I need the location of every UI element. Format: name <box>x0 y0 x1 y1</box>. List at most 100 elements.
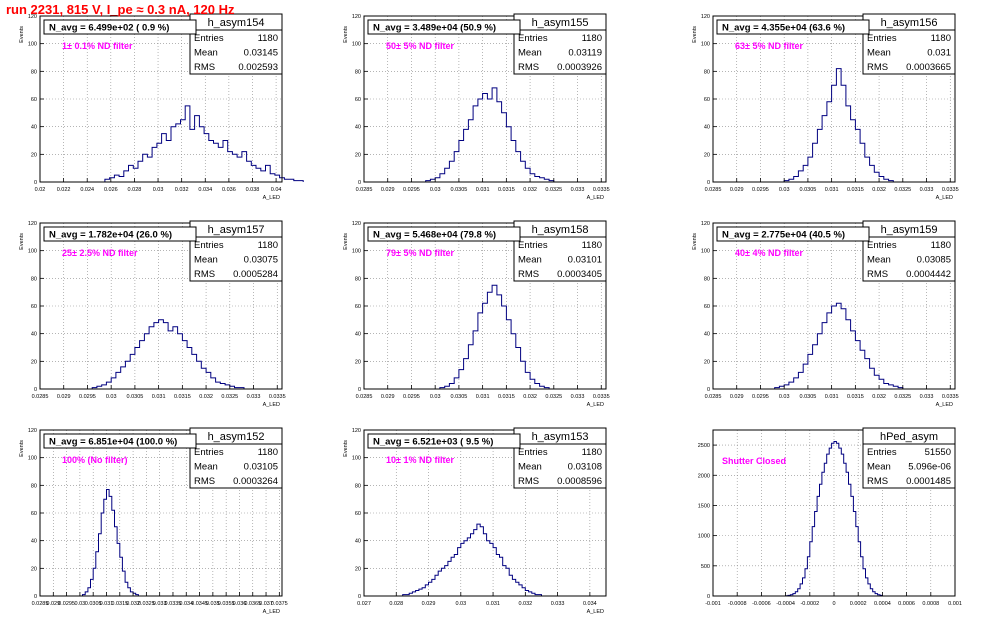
histogram-series <box>783 68 894 182</box>
stats-value: 0.03105 <box>244 462 278 473</box>
run-title: run 2231, 815 V, I_pe ≈ 0.3 nA, 120 Hz <box>6 2 235 17</box>
y-tick-label: 80 <box>31 69 37 75</box>
stats-title: h_asym152 <box>208 431 265 443</box>
x-tick-label: 0.0008 <box>922 601 939 607</box>
stats-label: RMS <box>867 269 888 280</box>
x-tick-label: 0.02 <box>35 187 46 193</box>
x-axis-label: A_LED <box>936 402 953 408</box>
y-axis-label: Events <box>19 233 25 250</box>
y-axis-label: Events <box>19 440 25 457</box>
y-tick-label: 0 <box>358 594 361 600</box>
x-tick-label: 0.0365 <box>244 601 261 607</box>
stats-label: Mean <box>867 48 891 59</box>
navg-label: N_avg = 2.775e+04 (40.5 %) <box>722 230 845 241</box>
stats-label: RMS <box>867 476 888 487</box>
x-tick-label: 0.032 <box>523 394 537 400</box>
y-tick-label: 2500 <box>698 443 710 449</box>
stats-value: 1180 <box>258 33 278 44</box>
histogram-series <box>402 523 542 596</box>
y-tick-label: 40 <box>704 125 710 131</box>
stats-value: 1180 <box>258 240 278 251</box>
x-tick-label: 0.0335 <box>942 394 959 400</box>
x-tick-label: 0.0285 <box>32 394 49 400</box>
y-tick-label: 60 <box>355 97 361 103</box>
x-tick-label: 0.03 <box>430 394 441 400</box>
x-tick-label: 0.033 <box>571 394 585 400</box>
histogram-panel-h_asym155: 0.0285 0.029 0.0295 0.03 0.0305 0.031 0.0315 0.… <box>343 13 610 201</box>
x-axis-label: A_LED <box>587 609 604 615</box>
x-tick-label: 0.001 <box>948 601 962 607</box>
navg-box <box>43 433 197 449</box>
y-tick-label: 100 <box>28 456 37 462</box>
navg-label: N_avg = 5.468e+04 (79.8 %) <box>373 230 496 241</box>
navg-label: N_avg = 6.851e+04 (100.0 %) <box>49 437 177 448</box>
x-tick-label: 0.033 <box>920 187 934 193</box>
stats-value: 1180 <box>258 447 278 458</box>
x-tick-label: 0.03 <box>779 394 790 400</box>
x-tick-label: -0.001 <box>705 601 721 607</box>
stats-value: 0.03108 <box>568 462 602 473</box>
x-axis-label: A_LED <box>263 609 280 615</box>
x-tick-label: 0.0335 <box>942 187 959 193</box>
y-tick-label: 100 <box>701 249 710 255</box>
histogram-series <box>82 489 139 596</box>
y-tick-label: 100 <box>701 42 710 48</box>
x-tick-label: 0.0295 <box>752 394 769 400</box>
y-tick-label: 1000 <box>698 534 710 540</box>
filter-annotation: 25± 2.5% ND filter <box>62 248 138 258</box>
y-tick-label: 0 <box>707 180 710 186</box>
stats-label: Entries <box>867 240 897 251</box>
y-tick-label: 20 <box>704 152 710 158</box>
stats-box <box>189 220 283 282</box>
stats-label: Mean <box>518 48 542 59</box>
stats-label: RMS <box>518 476 539 487</box>
x-tick-label: 0.0285 <box>705 187 722 193</box>
y-tick-label: 0 <box>34 594 37 600</box>
stats-value: 5.096e-06 <box>908 462 951 473</box>
stats-title: h_asym158 <box>532 224 589 236</box>
x-tick-label: 0.033 <box>153 601 167 607</box>
x-tick-label: -0.0008 <box>728 601 747 607</box>
x-tick-label: 0.0295 <box>58 601 75 607</box>
x-tick-label: 0.0335 <box>593 394 610 400</box>
x-tick-label: 0.0315 <box>847 187 864 193</box>
x-tick-label: 0.0295 <box>752 187 769 193</box>
x-tick-label: 0.0375 <box>271 601 288 607</box>
y-tick-label: 40 <box>31 332 37 338</box>
stats-value: 1180 <box>931 33 951 44</box>
x-tick-label: 0.034 <box>198 187 212 193</box>
stats-label: Mean <box>867 462 891 473</box>
x-tick-label: 0.0295 <box>403 394 420 400</box>
x-tick-label: 0.0305 <box>85 601 102 607</box>
stats-label: RMS <box>518 62 539 73</box>
stats-label: Mean <box>194 255 218 266</box>
stats-value: 0.03075 <box>244 255 278 266</box>
y-tick-label: 0 <box>358 387 361 393</box>
stats-value: 0.0001485 <box>906 476 951 487</box>
x-tick-label: 0.029 <box>730 394 744 400</box>
y-tick-label: 80 <box>355 483 361 489</box>
x-tick-label: 0.032 <box>523 187 537 193</box>
x-axis-label: A_LED <box>587 402 604 408</box>
filter-annotation: 50± 5% ND filter <box>386 41 454 51</box>
stats-label: Entries <box>867 447 897 458</box>
y-axis-label: Events <box>19 26 25 43</box>
x-tick-label: 0.029 <box>57 394 71 400</box>
y-tick-label: 0 <box>358 180 361 186</box>
x-tick-label: 0.029 <box>381 187 395 193</box>
x-tick-label: 0.0315 <box>498 394 515 400</box>
x-tick-label: 0.028 <box>389 601 403 607</box>
x-tick-label: 0.0305 <box>450 187 467 193</box>
y-tick-label: 60 <box>355 511 361 517</box>
x-tick-label: -0.0002 <box>800 601 819 607</box>
x-tick-label: 0.0325 <box>138 601 155 607</box>
stats-label: RMS <box>194 269 215 280</box>
filter-annotation: 100% (No filter) <box>62 455 128 465</box>
histogram-panel-h_asym156: 0.0285 0.029 0.0295 0.03 0.0305 0.031 0.0315 0.… <box>692 13 959 201</box>
y-tick-label: 100 <box>352 249 361 255</box>
y-tick-label: 40 <box>31 125 37 131</box>
y-tick-label: 120 <box>352 14 361 20</box>
stats-label: RMS <box>867 62 888 73</box>
x-tick-label: 0.0285 <box>356 187 373 193</box>
